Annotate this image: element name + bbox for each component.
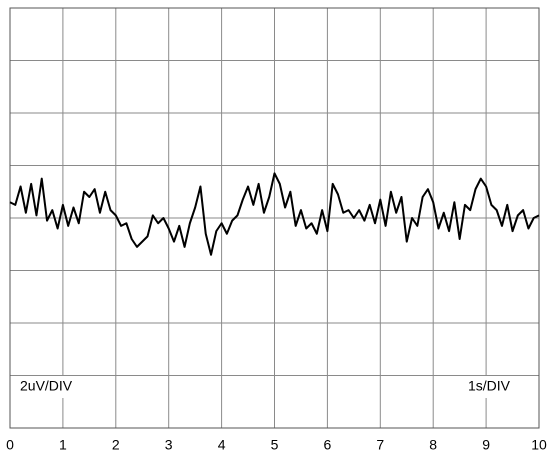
- x-tick-label: 9: [482, 437, 490, 452]
- x-tick-label: 2: [112, 437, 120, 452]
- annotation-box: [13, 376, 83, 398]
- x-tick-label: 1: [59, 437, 67, 452]
- x-tick-label: 8: [429, 437, 437, 452]
- trace: [9, 172, 540, 256]
- plot-frame: [9, 7, 540, 429]
- annotation-box: [452, 376, 520, 398]
- x-tick-label: 6: [324, 437, 332, 452]
- x-tick-label: 10: [531, 437, 547, 452]
- annotation: 2uV/DIV: [20, 378, 73, 394]
- x-tick-label: 5: [271, 437, 279, 452]
- x-tick-label: 7: [376, 437, 384, 452]
- x-tick-label: 0: [6, 437, 14, 452]
- x-tick-label: 4: [218, 437, 226, 452]
- x-tick-label: 3: [165, 437, 173, 452]
- annotation: 1s/DIV: [468, 378, 511, 394]
